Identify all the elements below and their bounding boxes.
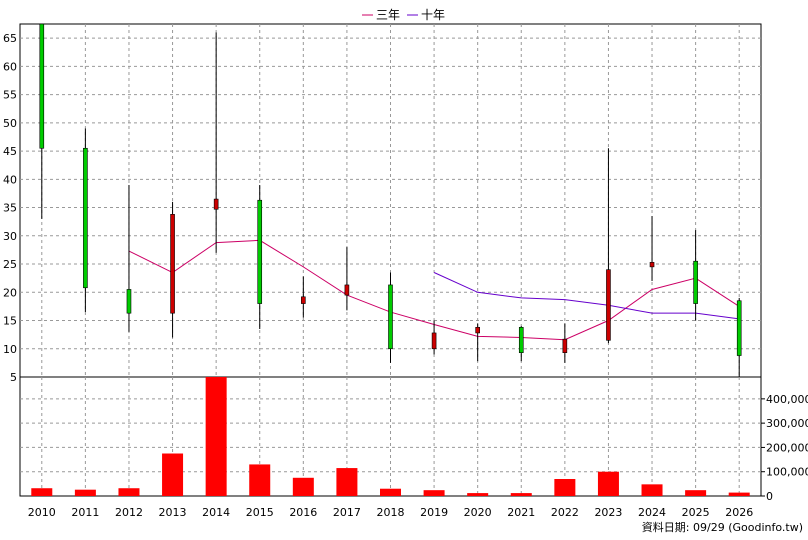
x-tick-label: 2022 (551, 506, 579, 519)
candle-body (606, 269, 611, 341)
price-y-tick-label: 20 (3, 286, 17, 299)
x-tick-label: 2012 (115, 506, 143, 519)
volume-bars (31, 377, 750, 496)
volume-bar (554, 479, 576, 496)
price-y-tick-label: 60 (3, 60, 17, 73)
volume-bar (641, 484, 663, 496)
price-y-tick-label: 15 (3, 315, 17, 328)
candle-body (213, 198, 219, 210)
volume-bar (423, 490, 445, 496)
price-y-axis: 5 10 15 20 25 30 35 40 45 50 55 60 65 (3, 32, 17, 384)
x-tick-label: 2018 (377, 506, 405, 519)
price-y-tick-label: 45 (3, 145, 17, 158)
x-tick-label: 2021 (507, 506, 535, 519)
volume-y-tick-label: 400,000 (766, 393, 808, 406)
candle-body (83, 147, 88, 289)
price-y-tick-label: 25 (3, 258, 17, 271)
candle-body (388, 284, 393, 350)
candle-body (649, 262, 655, 268)
volume-bar (685, 490, 707, 496)
x-tick-label: 2017 (333, 506, 361, 519)
candle-body (39, 23, 45, 149)
price-y-tick-label: 65 (3, 32, 17, 45)
volume-plot-area (19, 376, 762, 497)
volume-y-tick-label: 300,000 (766, 417, 808, 430)
x-tick-label: 2011 (71, 506, 99, 519)
x-tick-label: 2013 (159, 506, 187, 519)
volume-bar (292, 477, 314, 496)
volume-y-tick-label: 200,000 (766, 441, 808, 454)
price-y-tick-label: 30 (3, 230, 17, 243)
volume-bar (205, 377, 227, 496)
x-tick-label: 2010 (28, 506, 56, 519)
candle-body (170, 214, 175, 314)
volume-y-tick-label: 0 (766, 490, 773, 503)
legend-label-3y: 三年 (376, 8, 400, 22)
ma-line-10y (433, 272, 740, 320)
candle-body (693, 260, 698, 304)
price-y-tick-label: 40 (3, 173, 17, 186)
candles (39, 23, 742, 377)
volume-bar (510, 493, 532, 496)
candle-body (518, 326, 524, 354)
x-tick-label: 2019 (420, 506, 448, 519)
x-tick-label: 2016 (289, 506, 317, 519)
price-y-tick-label: 10 (3, 343, 17, 356)
candle-body (257, 199, 263, 304)
volume-bar (162, 453, 184, 496)
candle-body (736, 300, 742, 356)
price-y-tick-label: 55 (3, 89, 17, 102)
candle-body (344, 284, 350, 296)
volume-bar (728, 492, 750, 496)
candle-body (126, 289, 132, 314)
price-y-tick-label: 35 (3, 202, 17, 215)
x-tick-label: 2020 (464, 506, 492, 519)
volume-y-axis: 0 100,000 200,000 300,000 400,000 (761, 393, 808, 503)
x-tick-label: 2024 (638, 506, 666, 519)
candle-body (562, 338, 568, 354)
x-tick-label: 2026 (725, 506, 753, 519)
legend: 三年 十年 (362, 8, 445, 22)
candle-body (431, 332, 437, 350)
volume-bar (249, 464, 271, 496)
price-y-tick-label: 5 (10, 371, 17, 384)
candle-body (301, 296, 306, 304)
legend-label-10y: 十年 (421, 8, 445, 22)
volume-bar (74, 489, 96, 496)
x-axis: 2010 2011 2012 2013 2014 2015 2016 2017 2018 2019… (28, 506, 753, 519)
x-tick-label: 2023 (594, 506, 622, 519)
volume-y-tick-label: 100,000 (766, 466, 808, 479)
volume-bar (118, 488, 140, 496)
candle-body (475, 326, 480, 334)
x-tick-label: 2025 (682, 506, 710, 519)
volume-grid (20, 377, 761, 496)
volume-bar (597, 471, 619, 496)
volume-bar (467, 493, 489, 496)
source-note: 資料日期: 09/29 (Goodinfo.tw) (642, 520, 803, 534)
volume-bar (336, 468, 358, 496)
volume-bar (31, 488, 53, 496)
x-tick-label: 2015 (246, 506, 274, 519)
x-tick-label: 2014 (202, 506, 230, 519)
volume-bar (380, 488, 401, 496)
price-y-tick-label: 50 (3, 117, 17, 130)
